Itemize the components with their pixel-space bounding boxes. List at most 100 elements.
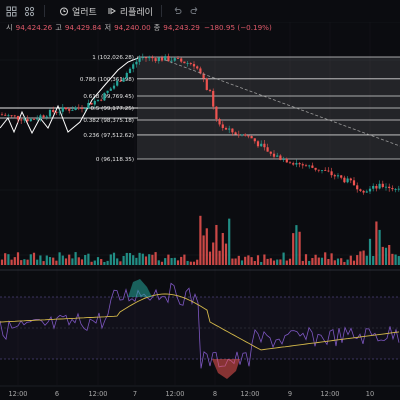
rsi-line [0, 282, 400, 369]
volume-bar [36, 259, 39, 265]
volume-bar [39, 255, 42, 265]
redo-icon[interactable] [188, 4, 202, 18]
x-axis-tick-label: 12:00 [165, 390, 184, 398]
volume-bar [58, 252, 61, 265]
volume-bar [266, 258, 269, 265]
candle-body [90, 102, 93, 105]
volume-bar [317, 257, 320, 265]
volume-bar [247, 255, 250, 265]
fib-level-label: 0.618 (99,769.45) [83, 94, 134, 100]
candle-body [0, 114, 4, 116]
volume-bar [263, 254, 266, 265]
candle-body [276, 155, 279, 157]
candle-body [122, 77, 125, 82]
candle-body [55, 111, 58, 113]
x-axis-tick-label: 12:00 [8, 390, 27, 398]
fib-level-label: 0.786 (100,361.98) [80, 77, 134, 83]
candle-body [180, 58, 183, 62]
candle-body [84, 108, 87, 109]
candle-body [135, 61, 138, 65]
volume-bar [253, 261, 256, 265]
replay-button[interactable]: 리플레이 [107, 5, 153, 18]
x-axis-tick-label: 12:00 [88, 390, 107, 398]
volume-bar [256, 255, 260, 265]
volume-bar [183, 254, 186, 265]
price-change: −180.95 (−0.19%) [203, 23, 272, 32]
volume-bar [176, 260, 180, 265]
candle-body [247, 135, 250, 137]
volume-bar [64, 258, 68, 265]
candle-body [391, 188, 394, 190]
volume-bar [7, 254, 10, 265]
candle-body [29, 119, 32, 122]
layout-grid-icon[interactable] [4, 4, 18, 18]
volume-bar [26, 259, 29, 265]
volume-bar [52, 257, 55, 265]
volume-bar [260, 261, 263, 265]
open-value: 94,424.26 [15, 23, 53, 32]
volume-bar [125, 252, 128, 265]
volume-bar [4, 253, 7, 265]
volume-bar [0, 259, 4, 265]
volume-bar [116, 258, 119, 265]
candle-body [314, 167, 317, 170]
candle-body [372, 185, 375, 189]
candle-body [375, 185, 378, 189]
alert-label: 얼러트 [72, 7, 97, 18]
volume-bar [154, 252, 157, 265]
candle-body [215, 106, 218, 120]
close-value: 94,243.29 [163, 23, 200, 32]
volume-bar [378, 229, 381, 265]
volume-bar [221, 233, 224, 265]
volume-bar [394, 254, 397, 265]
volume-bar [272, 260, 276, 265]
volume-bar [20, 260, 23, 265]
volume-bar [292, 233, 295, 265]
volume-bar [148, 254, 151, 265]
volume-bar [132, 255, 135, 265]
fib-levels[interactable]: 1 (102,026.28) 0.786 (100,361.98) 0.618 (9… [0, 55, 400, 163]
candle-body [304, 165, 308, 167]
candle-body [160, 57, 164, 61]
volume-bar [240, 260, 244, 265]
alert-button[interactable]: 얼러트 [59, 5, 97, 18]
candle-body [368, 188, 372, 192]
candle-body [148, 57, 151, 59]
volume-bar [388, 245, 391, 265]
volume-bar [10, 259, 13, 265]
candle-body [208, 89, 212, 91]
candle-body [301, 164, 304, 166]
fib-level-label: 0.236 (97,512.62) [83, 133, 134, 139]
candle-body [256, 141, 260, 147]
volume-bar [282, 252, 285, 265]
volume-bar [112, 252, 116, 265]
fib-level-label: 1 (102,026.28) [92, 55, 134, 61]
undo-icon[interactable] [170, 4, 184, 18]
volume-bar [330, 253, 333, 265]
volume-bar [237, 255, 240, 265]
volume-bar [55, 260, 58, 265]
candle-body [170, 60, 173, 62]
volume-bar [119, 261, 122, 265]
trend-line[interactable] [164, 59, 400, 147]
candle-body [10, 115, 13, 117]
volume-bar [135, 257, 138, 265]
volume-bar [372, 256, 375, 265]
alarm-clock-icon [59, 6, 69, 16]
candle-body [52, 109, 55, 112]
low-value: 94,240.00 [114, 23, 151, 32]
candle-body [157, 57, 160, 62]
volume-bar [157, 260, 160, 265]
candle-body [346, 178, 349, 183]
volume-bar [93, 260, 96, 265]
volume-bar [23, 259, 26, 265]
volume-bar [384, 247, 388, 265]
candle-body [205, 78, 208, 90]
candles [0, 53, 400, 195]
volume-bar [340, 258, 343, 265]
volume-bars [0, 215, 400, 265]
grid-view-icon[interactable] [22, 4, 36, 18]
candle-body [71, 109, 74, 111]
volume-bar [288, 258, 292, 265]
